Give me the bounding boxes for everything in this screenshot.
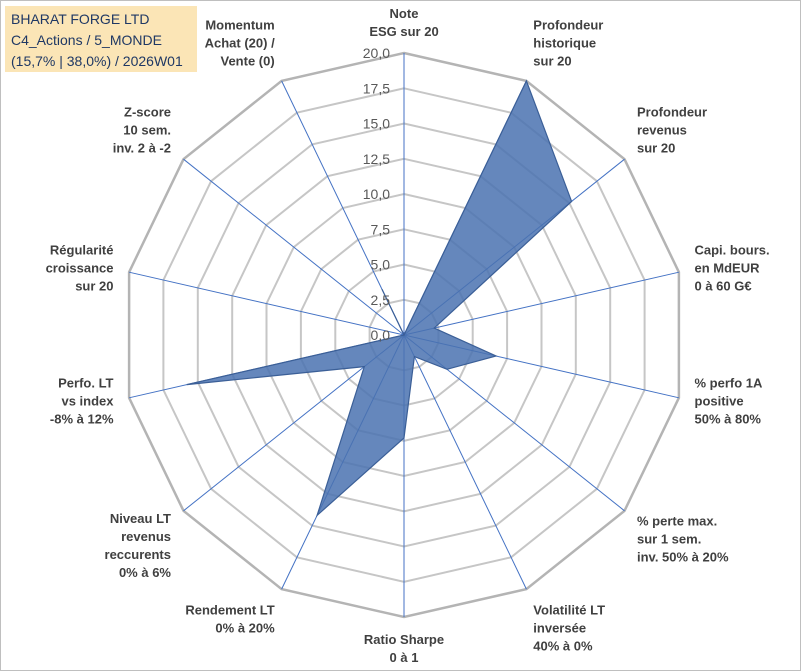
axis-label: Capi. bours. en MdEUR 0 à 60 G€ (695, 243, 770, 294)
axis-label: Niveau LT revenus reccurents 0% à 6% (105, 511, 172, 580)
axis-label-line: Z-score (124, 104, 171, 119)
axis-label-line: Niveau LT (110, 511, 171, 526)
axis-label-line: historique (533, 36, 596, 51)
axis-label: Note ESG sur 20 (369, 6, 438, 39)
tick-label: 7,5 (371, 221, 391, 237)
axis-label: Rendement LT 0% à 20% (185, 603, 275, 636)
axis-label-line: % perfo 1A (695, 375, 764, 390)
title-box: BHARAT FORGE LTD C4_Actions / 5_MONDE (1… (5, 6, 197, 72)
axis-label-line: sur 20 (533, 54, 571, 69)
axis-label-line: sur 20 (75, 279, 113, 294)
axis-label-line: sur 20 (637, 140, 675, 155)
axis-label-line: Volatilité LT (533, 603, 605, 618)
axis-label-line: 0 à 1 (390, 650, 419, 665)
axis-labels: Note ESG sur 20 Profondeur historique sur 20… (46, 6, 770, 665)
portfolio-label: C4_Actions / 5_MONDE (11, 32, 162, 48)
axis-label-line: Perfo. LT (58, 375, 113, 390)
axis-label-line: Momentum (205, 18, 274, 33)
axis-label-line: revenus (121, 529, 171, 544)
axis-label-line: 0% à 20% (215, 621, 275, 636)
stock-name: BHARAT FORGE LTD (11, 11, 150, 27)
axis-label-line: en MdEUR (695, 261, 761, 276)
tick-label: 17,5 (363, 80, 390, 96)
tick-label: 12,5 (363, 151, 390, 167)
tick-label: 15,0 (363, 116, 390, 132)
axis-label: Volatilité LT inversée 40% à 0% (533, 603, 605, 654)
axis-label: % perte max. sur 1 sem. inv. 50% à 20% (637, 514, 729, 565)
axis-label-line: Rendement LT (185, 603, 274, 618)
axis-spoke (403, 334, 527, 590)
tick-label: 5,0 (371, 257, 391, 273)
axis-label-line: ESG sur 20 (369, 24, 438, 39)
axis-label-line: reccurents (105, 547, 171, 562)
axis-label-line: -8% à 12% (50, 411, 114, 426)
axis-label-line: 0% à 6% (119, 565, 171, 580)
axis-label: Profondeur historique sur 20 (533, 18, 603, 69)
axis-label-line: sur 1 sem. (637, 532, 701, 547)
axis-label-line: Régularité (50, 243, 114, 258)
tick-label: 10,0 (363, 186, 390, 202)
axis-label: Z-score 10 sem. inv. 2 à -2 (113, 104, 171, 155)
axis-label-line: croissance (46, 261, 114, 276)
axis-label-line: Capi. bours. (695, 243, 770, 258)
axis-label: Ratio Sharpe 0 à 1 (364, 632, 444, 665)
axis-label: Régularité croissance sur 20 (46, 243, 114, 294)
radial-tick-labels: 0,0 2,5 5,0 7,5 10,0 12,5 15,0 17,5 20,0 (363, 45, 390, 343)
axis-label-line: % perte max. (637, 514, 717, 529)
axis-label-line: Profondeur (533, 18, 603, 33)
axis-spoke (403, 271, 680, 336)
axis-label-line: inv. 50% à 20% (637, 550, 729, 565)
radar-series (186, 79, 573, 518)
axis-label-line: revenus (637, 122, 687, 137)
axis-label-line: Note (390, 6, 419, 21)
tick-label: 20,0 (363, 45, 390, 61)
series-area (186, 79, 573, 518)
axis-spoke (183, 158, 405, 336)
axis-label: Profondeur revenus sur 20 (637, 104, 707, 155)
axis-label-line: vs index (61, 393, 114, 408)
axis-spoke (128, 271, 405, 336)
axis-label-line: 40% à 0% (533, 639, 593, 654)
performance-label: (15,7% | 38,0%) / 2026W01 (11, 53, 183, 69)
axis-label: Momentum Achat (20) / Vente (0) (205, 18, 275, 69)
axis-label: % perfo 1A positive 50% à 80% (695, 375, 764, 426)
axis-label-line: 50% à 80% (695, 411, 762, 426)
tick-label: 2,5 (371, 292, 391, 308)
axis-label-line: Achat (20) / (205, 36, 275, 51)
axis-label: Perfo. LT vs index -8% à 12% (50, 375, 114, 426)
axis-label-line: 0 à 60 G€ (695, 279, 752, 294)
axis-label-line: positive (695, 393, 744, 408)
axis-label-line: inversée (533, 621, 586, 636)
axis-label-line: Vente (0) (221, 54, 275, 69)
axis-label-line: 10 sem. (123, 122, 171, 137)
axis-label-line: inv. 2 à -2 (113, 140, 171, 155)
axis-label-line: Profondeur (637, 104, 707, 119)
axis-label-line: Ratio Sharpe (364, 632, 444, 647)
tick-label: 0,0 (371, 327, 391, 343)
